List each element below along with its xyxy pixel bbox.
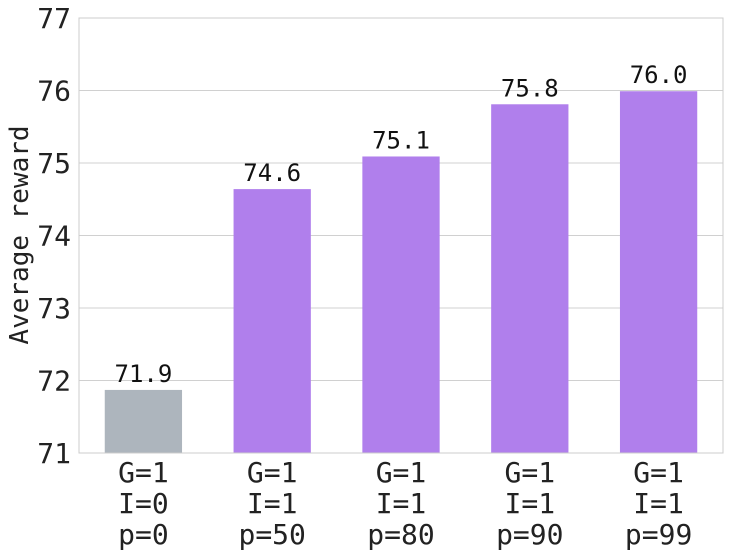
x-tick-label: p=50 [238,518,305,551]
y-tick-label: 77 [37,2,71,35]
bar-value-label: 75.1 [372,126,430,154]
bars [104,91,698,454]
y-tick-label: 72 [37,365,71,398]
y-tick-label: 73 [37,292,71,325]
x-tick-label: I=1 [247,487,298,520]
x-tick-label: p=99 [625,518,692,551]
x-tick-label: I=1 [376,487,427,520]
x-tick-label: G=1 [633,456,684,489]
x-tick-label: I=1 [505,487,556,520]
bar [362,156,440,453]
bar [619,91,698,453]
x-tick-label: p=80 [367,518,434,551]
bar-value-label: 74.6 [243,159,301,187]
x-tick-label: p=0 [118,518,169,551]
x-tick-label: G=1 [505,456,556,489]
x-tick-label: I=1 [633,487,684,520]
value-labels: 71.9 74.6 75.1 75.8 76.0 [115,61,688,388]
y-tick-label: 76 [37,75,71,108]
plot-frame [78,17,724,454]
bar-value-label: 76.0 [630,61,688,89]
x-tick-label: G=1 [376,456,427,489]
y-tick-label: 75 [37,147,71,180]
y-axis-title: Average reward [5,125,35,344]
bar [491,104,569,454]
x-tick-label: p=90 [496,518,563,551]
y-tick-labels: 71 72 73 74 75 76 77 [37,2,71,470]
bar-value-label: 75.8 [501,74,559,102]
bar [233,189,311,453]
x-tick-label: G=1 [118,456,169,489]
bar-value-label: 71.9 [115,360,173,388]
x-tick-label: I=0 [118,487,169,520]
x-tick-labels: G=1I=0p=0G=1I=1p=50G=1I=1p=80G=1I=1p=90G… [118,456,692,551]
y-tick-label: 71 [37,437,71,470]
y-tick-label: 74 [37,220,71,253]
bar [104,389,183,453]
x-tick-label: G=1 [247,456,298,489]
